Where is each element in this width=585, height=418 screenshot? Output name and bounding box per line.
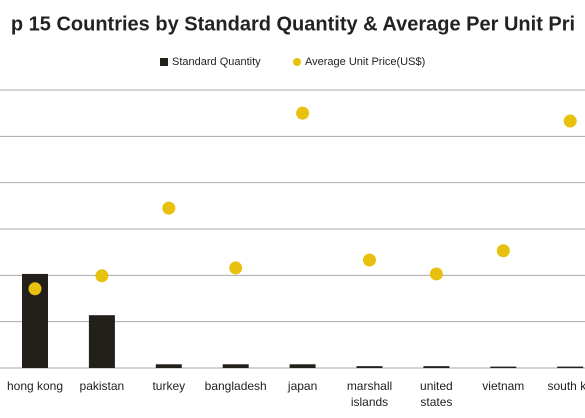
legend-label: Standard Quantity [172, 56, 261, 68]
dot [296, 106, 310, 120]
dot [429, 267, 443, 281]
legend-swatch [160, 58, 168, 66]
bar [490, 366, 517, 368]
x-tick-label: hong kong [6, 379, 64, 393]
legend-swatch [293, 58, 301, 66]
chart-title: p 15 Countries by Standard Quantity & Av… [11, 13, 575, 35]
x-tick-label: pakistan [79, 379, 125, 393]
x-tick-label: marshall islands [346, 379, 393, 409]
bar [356, 366, 383, 368]
dot [563, 114, 577, 128]
dot [162, 201, 176, 215]
bar [155, 364, 182, 368]
bar [88, 315, 115, 368]
bar [423, 366, 450, 368]
dot [28, 282, 42, 296]
dot [496, 244, 510, 258]
x-tick-label: vietnam [482, 379, 525, 393]
dot [363, 253, 376, 267]
bar [557, 366, 584, 368]
x-tick-label: south ko [547, 379, 585, 393]
legend-label: Average Unit Price(US$) [305, 56, 425, 68]
x-tick-label: japan [287, 379, 318, 393]
dot [229, 261, 243, 275]
x-tick-label: united states [420, 379, 453, 409]
bar [289, 364, 316, 368]
x-tick-label: bangladesh [204, 379, 267, 393]
dot [95, 269, 109, 283]
x-tick-label: turkey [152, 379, 186, 393]
bar [222, 364, 249, 368]
